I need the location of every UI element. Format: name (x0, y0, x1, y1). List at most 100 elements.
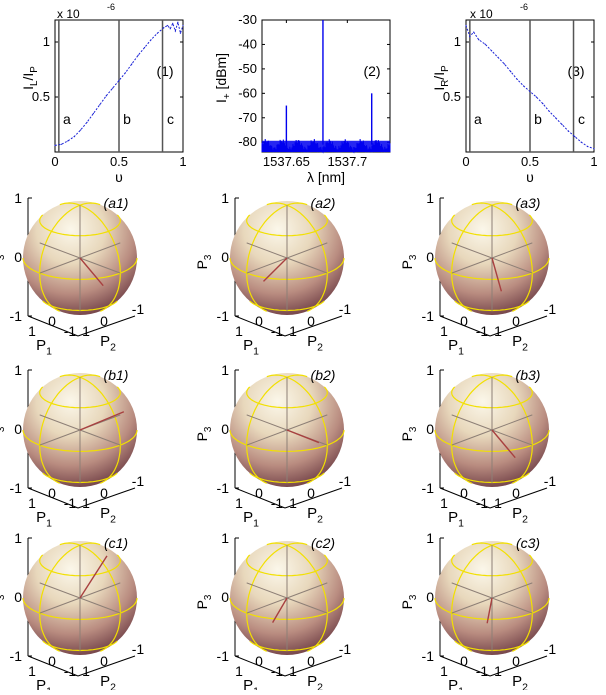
stokes-vector (286, 429, 320, 444)
z-tick-label: 0 (426, 249, 434, 265)
sphere-axis-spoke (246, 242, 288, 259)
stokes-vector (271, 597, 288, 624)
p1-axis-label-group: P1 (243, 337, 259, 358)
p2-axis-label-part: P (307, 673, 317, 690)
z-tick-label: 0 (14, 249, 22, 265)
p2-tick-label: -1 (339, 473, 352, 489)
p1-axis-label-part: 1 (458, 346, 464, 358)
data-point (478, 39, 480, 41)
p1-tick-label: 0 (48, 653, 56, 669)
p1-axis-label: P1 (36, 337, 52, 358)
p2-axis-label: P2 (512, 505, 528, 526)
z-tick-label: 0 (221, 589, 229, 605)
x-tick-label: 0 (51, 154, 58, 169)
sphere-axis-spoke (79, 257, 121, 274)
panel-label: (2) (363, 63, 380, 79)
data-point (131, 63, 133, 65)
p1-axis-label-group: P1 (448, 337, 464, 358)
data-point (150, 39, 152, 41)
p2-axis-line (489, 315, 548, 337)
p2-axis-line (77, 315, 136, 337)
p2-axis-label-group: P2 (512, 673, 528, 694)
p1-tick-label: -1 (64, 495, 77, 511)
p3-axis-label-part: P (399, 432, 415, 441)
p2-axis-label-group: P2 (307, 333, 323, 354)
p3-axis-label-part: 3 (408, 594, 419, 600)
p2-tick-label: -1 (339, 641, 352, 657)
z-tick-label: 1 (221, 362, 229, 378)
sphere-axis-spoke (246, 429, 288, 446)
p2-tick-label: 0 (512, 313, 520, 329)
p3-axis-label-part: 3 (408, 426, 419, 432)
sphere-axis-spoke (491, 414, 533, 431)
p2-axis-label: P2 (307, 505, 323, 526)
z-tick-label: 1 (14, 362, 22, 378)
p1-tick-label: -1 (476, 663, 489, 679)
p1-tick-label: -1 (271, 495, 284, 511)
y-axis-label-group: IR/IP (431, 65, 451, 91)
p1-tick-label: 0 (255, 653, 263, 669)
plot-frame (261, 19, 391, 153)
sphere-axis-spoke (491, 429, 533, 446)
p2-axis-label: P2 (100, 505, 116, 526)
p1-axis-label-group: P1 (448, 677, 464, 695)
p1-axis-label-part: P (448, 509, 458, 526)
p2-tick-label: -1 (544, 473, 557, 489)
p2-axis-label-part: 2 (110, 682, 116, 691)
p2-axis-line (489, 655, 548, 677)
data-point (574, 136, 576, 138)
p1-tick-label: 0 (255, 313, 263, 329)
sphere-axis-spoke (286, 597, 328, 614)
sphere-axis-spoke (451, 242, 493, 259)
marker-label: b (534, 111, 542, 127)
data-point (169, 28, 171, 30)
p3-axis-label: P3 (0, 426, 7, 441)
p2-tick-label: -1 (544, 641, 557, 657)
data-point (491, 50, 493, 52)
y-tick-label: -60 (238, 85, 257, 100)
y-axis-label-part: /I (20, 73, 36, 81)
data-point (469, 35, 471, 38)
sphere-axis-spoke (39, 582, 81, 599)
p2-axis-line (284, 655, 343, 677)
y-axis-label: IR/IP (431, 65, 451, 91)
p2-axis-label-part: P (512, 673, 522, 690)
p2-axis-label-part: 2 (317, 682, 323, 691)
p3-axis-label-part: P (0, 432, 3, 441)
p2-axis-label-part: P (512, 505, 522, 522)
p1-axis-line (234, 315, 286, 337)
p1-axis-label-part: 1 (253, 346, 259, 358)
p3-axis-label-part: 3 (0, 254, 7, 260)
data-curve (465, 25, 595, 150)
y-axis-label-part: + (222, 93, 233, 99)
x-tick-label: 1 (590, 154, 597, 169)
y-axis-label-part: /I (431, 72, 447, 80)
stokes-vector (262, 257, 288, 282)
p1-axis-label-part: P (36, 337, 46, 354)
y-tick-label: 1 (454, 34, 461, 49)
p1-tick-label: 0 (255, 485, 263, 501)
p1-tick-label: 1 (235, 495, 243, 511)
z-tick-label: 0 (14, 421, 22, 437)
p1-axis-label-part: 1 (46, 346, 52, 358)
x-tick-label: 0 (462, 154, 469, 169)
z-tick-label: 1 (426, 530, 434, 546)
p2-axis-label-part: 2 (110, 342, 116, 354)
z-tick-label: -1 (10, 480, 23, 496)
data-point (567, 130, 570, 132)
data-point (503, 63, 505, 65)
sphere-axis-spoke (39, 429, 81, 446)
sphere-axis-spoke (79, 582, 121, 599)
p2-axis-label-group: P2 (307, 505, 323, 526)
p2-axis-label-part: P (307, 333, 317, 350)
p3-axis-label-part: P (194, 432, 210, 441)
y-tick-label: -70 (238, 110, 257, 125)
z-tick-label: 0 (14, 589, 22, 605)
p1-tick-label: 1 (235, 323, 243, 339)
p1-tick-label: -1 (64, 663, 77, 679)
p1-tick-label: 0 (460, 485, 468, 501)
